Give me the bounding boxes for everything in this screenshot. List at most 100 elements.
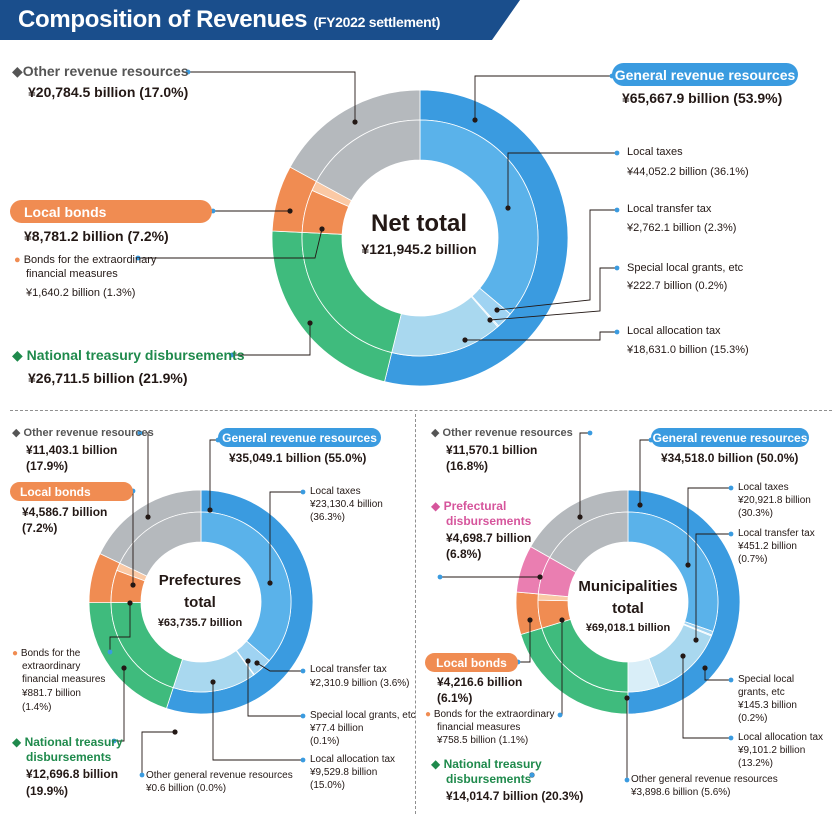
muni-special-leader bbox=[704, 668, 731, 681]
net-allocation-leader bbox=[465, 331, 617, 341]
pref-other-general-label-dot bbox=[139, 772, 145, 778]
muni-other-label: ◆ Other revenue resources bbox=[431, 427, 573, 439]
muni-other-value-1: ¥11,570.1 billion bbox=[446, 443, 538, 457]
muni-prefectural-leader-dot bbox=[537, 574, 543, 580]
net-special-label-dot bbox=[614, 265, 620, 271]
muni-center-hole bbox=[568, 542, 688, 662]
pref-special-label: Special local grants, etc bbox=[310, 710, 416, 721]
muni-local-bonds-value-1: ¥4,216.6 billion bbox=[437, 675, 523, 689]
pref-local-bonds-value-1: ¥4,586.7 billion bbox=[22, 505, 108, 519]
pref-transfer-value: ¥2,310.9 billion (3.6%) bbox=[310, 678, 410, 689]
muni-center-value: ¥69,018.1 billion bbox=[585, 622, 671, 634]
net-center-hole bbox=[342, 160, 498, 316]
muni-special-value-2: (0.2%) bbox=[738, 713, 768, 724]
pref-other-label: ◆ Other revenue resources bbox=[12, 427, 154, 439]
pref-local-taxes-leader-dot bbox=[267, 580, 273, 586]
muni-prefectural-value-2: (6.8%) bbox=[446, 547, 482, 561]
section-divider-vertical bbox=[415, 414, 416, 814]
diamond-icon: ◆ bbox=[12, 735, 22, 749]
pref-general-leader bbox=[209, 439, 218, 510]
diamond-icon: ◆ bbox=[12, 347, 23, 363]
title-subtitle: (FY2022 settlement) bbox=[313, 14, 441, 30]
muni-transfer-label-dot bbox=[728, 531, 734, 537]
muni-transfer-label: Local transfer tax bbox=[738, 528, 815, 539]
muni-other-general-value: ¥3,898.6 billion (5.6%) bbox=[631, 787, 731, 798]
net-general-pill: General revenue resources bbox=[612, 63, 798, 86]
muni-center-title-2: total bbox=[612, 600, 644, 617]
muni-special-leader-dot bbox=[702, 665, 708, 671]
muni-prefectural-value-1: ¥4,698.7 billion bbox=[446, 531, 532, 545]
muni-local-bonds-leader bbox=[518, 620, 531, 663]
muni-allocation-value-2: (13.2%) bbox=[738, 758, 774, 769]
diamond-icon: ◆ bbox=[431, 757, 441, 771]
muni-prefectural-label-dot bbox=[437, 574, 443, 580]
net-national-leader-dot bbox=[307, 320, 313, 326]
leader-lines bbox=[107, 69, 734, 783]
net-other-value: ¥20,784.5 billion (17.0%) bbox=[28, 84, 189, 100]
dot-icon: ● bbox=[12, 648, 19, 659]
muni-special-label-dot bbox=[728, 677, 734, 683]
net-local-taxes-label-dot bbox=[614, 150, 620, 156]
net-transfer-label: Local transfer tax bbox=[627, 203, 712, 215]
net-bonds-ext-leader bbox=[138, 228, 323, 259]
muni-local-taxes-label-dot bbox=[728, 485, 734, 491]
title-text: Composition of Revenues bbox=[18, 6, 308, 33]
muni-local-taxes-value-2: (30.3%) bbox=[738, 508, 774, 519]
pref-other-general-label: Other general revenue resources bbox=[146, 770, 293, 781]
net-local-bonds-value: ¥8,781.2 billion (7.2%) bbox=[24, 228, 169, 244]
pref-national-leader bbox=[114, 668, 125, 742]
pref-special-leader-dot bbox=[245, 658, 251, 664]
net-special-leader bbox=[489, 267, 617, 321]
muni-allocation-label: Local allocation tax bbox=[738, 732, 824, 743]
net-local-bonds-leader-dot bbox=[287, 208, 293, 214]
net-general-leader-dot bbox=[472, 117, 478, 123]
pref-center-value: ¥63,735.7 billion bbox=[157, 617, 243, 629]
section-divider-horizontal bbox=[10, 410, 832, 411]
pref-transfer-label-dot bbox=[300, 668, 306, 674]
net-local-taxes-value: ¥44,052.2 billion (36.1%) bbox=[627, 166, 749, 178]
net-national-value: ¥26,711.5 billion (21.9%) bbox=[28, 370, 188, 386]
net-other-leader bbox=[188, 71, 356, 122]
net-national-label-dot bbox=[229, 352, 235, 358]
muni-transfer-leader bbox=[695, 533, 731, 640]
net-other-label: ◆Other revenue resources bbox=[12, 63, 189, 79]
pref-local-taxes-label: Local taxes bbox=[310, 486, 361, 497]
net-national-leader bbox=[232, 323, 311, 356]
net-bonds-ext-label-dot bbox=[135, 255, 141, 261]
pref-local-taxes-value-1: ¥23,130.4 billion bbox=[310, 499, 383, 510]
net-center-title: Net total bbox=[371, 210, 467, 237]
muni-national-label-2: disbursements bbox=[446, 772, 532, 786]
muni-allocation-label-dot bbox=[728, 735, 734, 741]
pref-other-label-dot bbox=[137, 430, 143, 436]
net-bonds-ext-value: ¥1,640.2 billion (1.3%) bbox=[26, 287, 136, 299]
muni-national-label: ◆ National treasury bbox=[431, 757, 542, 771]
pref-other-value-1: ¥11,403.1 billion bbox=[26, 443, 118, 457]
pref-local-bonds-leader-dot bbox=[130, 582, 136, 588]
pref-transfer-leader bbox=[256, 662, 303, 672]
muni-local-taxes-leader-dot bbox=[685, 562, 691, 568]
muni-other-label-dot bbox=[587, 430, 593, 436]
header-background bbox=[0, 0, 520, 40]
pref-center-title-2: total bbox=[184, 594, 216, 611]
muni-national-label-dot bbox=[529, 772, 535, 778]
muni-bonds-ext-leader-dot bbox=[559, 617, 565, 623]
net-transfer-leader bbox=[496, 209, 617, 311]
pref-general-pill: General revenue resources bbox=[218, 428, 381, 447]
pref-local-taxes-leader bbox=[269, 491, 303, 583]
net-local-taxes-label: Local taxes bbox=[627, 146, 683, 158]
pref-special-value-2: (0.1%) bbox=[310, 736, 340, 747]
pref-national-leader-dot bbox=[121, 665, 127, 671]
net-special-value: ¥222.7 billion (0.2%) bbox=[627, 280, 728, 292]
pref-other-leader bbox=[140, 432, 149, 517]
muni-bonds-ext-2: financial measures bbox=[437, 722, 521, 733]
net-center-value: ¥121,945.2 billion bbox=[361, 241, 477, 257]
pref-inner-other bbox=[119, 511, 202, 577]
muni-local-taxes-value-1: ¥20,921.8 billion bbox=[738, 495, 811, 506]
pref-allocation-value-2: (15.0%) bbox=[310, 780, 346, 791]
net-bonds-ext-leader-dot bbox=[319, 226, 325, 232]
pref-other-value-2: (17.9%) bbox=[26, 459, 69, 473]
pref-other-general-leader bbox=[141, 731, 175, 775]
pref-special-leader bbox=[247, 661, 303, 717]
muni-transfer-value-1: ¥451.2 billion bbox=[738, 541, 797, 552]
